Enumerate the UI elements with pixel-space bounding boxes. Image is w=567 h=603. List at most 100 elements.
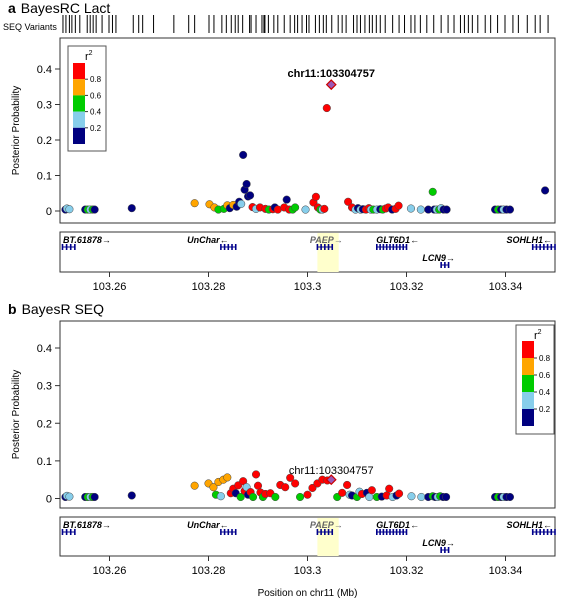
snp-point xyxy=(541,186,550,195)
gene-exon xyxy=(234,244,237,250)
snp-point xyxy=(367,486,376,495)
gene-exon xyxy=(379,244,381,250)
gene-exon xyxy=(543,244,545,250)
snp-point xyxy=(90,205,99,214)
gene-exon xyxy=(327,529,330,535)
gene-exon xyxy=(61,529,64,535)
points-b xyxy=(61,470,515,502)
y-axis-label: Posterior Probability xyxy=(11,86,22,175)
gene-exon xyxy=(376,529,378,535)
gene-arrow: ← xyxy=(220,235,229,245)
gene-exon xyxy=(316,529,319,535)
legend-swatch xyxy=(522,358,534,375)
gene-exon xyxy=(399,244,401,250)
gene-exon xyxy=(539,529,541,535)
gene-exon xyxy=(539,244,541,250)
variant-track-label: SEQ Variants xyxy=(3,22,57,32)
gene-exon xyxy=(65,244,68,250)
x-tick-label: 103.34 xyxy=(489,281,523,293)
gene-name: LCN9 xyxy=(422,538,446,548)
gene-exon xyxy=(223,529,226,535)
gene-name: BT.61878 xyxy=(63,520,102,530)
x-tick-label: 103.32 xyxy=(390,565,424,577)
panel-title-text: BayesR SEQ xyxy=(22,301,105,317)
snp-point xyxy=(442,205,451,214)
legend-swatch xyxy=(73,95,85,112)
gene-exon xyxy=(405,529,408,535)
x-tick-label: 103.28 xyxy=(192,565,226,577)
gene-arrow: → xyxy=(102,520,111,530)
x-axis-a: 103.26 103.28 103.3 103.32 103.34 xyxy=(93,272,523,293)
gene-exon xyxy=(320,529,322,535)
snp-point xyxy=(190,481,199,490)
legend-title-sup: 2 xyxy=(538,329,542,336)
gene-label: LCN9→ xyxy=(422,538,455,548)
snp-point xyxy=(253,481,263,490)
gene-exon xyxy=(220,244,222,250)
gene-exon xyxy=(392,244,395,250)
legend-swatch xyxy=(522,409,534,426)
legend-title-r: r xyxy=(534,330,538,342)
x-axis-b: 103.26 103.28 103.3 103.32 103.34 xyxy=(93,556,522,577)
lead-snp-point xyxy=(325,79,337,91)
snp-point xyxy=(416,205,425,214)
snp-point xyxy=(216,492,225,501)
gene-arrow: → xyxy=(446,253,455,263)
snp-point xyxy=(127,204,136,213)
legend-a: r2 0.8 0.6 0.4 0.2 xyxy=(67,45,107,152)
legend-tick-label: 0.4 xyxy=(539,388,551,397)
gene-label: GLT6D1← xyxy=(376,520,419,530)
gene-exon xyxy=(543,529,545,535)
gene-exon xyxy=(550,529,553,535)
gene-exon xyxy=(546,529,549,535)
legend-title: r2 xyxy=(85,50,93,63)
snp-point xyxy=(395,489,404,498)
gene-highlight xyxy=(317,233,339,272)
snp-point xyxy=(251,470,261,479)
legend-b: r2 0.8 0.6 0.4 0.2 xyxy=(515,324,555,435)
gene-exon xyxy=(61,244,64,250)
gene-label: SOHLH1← xyxy=(506,235,552,245)
gene-exon xyxy=(444,547,446,553)
gene-exon xyxy=(385,244,388,250)
snp-point xyxy=(209,483,218,492)
gene-name: SOHLH1 xyxy=(506,235,543,245)
gene-name: BT.61878 xyxy=(63,235,102,245)
y-tick-label: 0.4 xyxy=(37,343,52,355)
gene-exon xyxy=(227,244,230,250)
gene-name: LCN9 xyxy=(422,253,446,263)
gene-exon xyxy=(331,244,334,250)
gene-arrow: → xyxy=(334,520,343,530)
gene-exon xyxy=(231,244,233,250)
legend-swatch xyxy=(522,375,534,392)
gene-track-a: BT.61878→ UnChar← PAEP→ GLT6D1←LCN9→SOHLH1← xyxy=(59,231,556,273)
x-axis-label: Position on chr11 (Mb) xyxy=(258,588,358,599)
x-tick-label: 103.3 xyxy=(294,565,322,577)
snp-point xyxy=(237,199,246,208)
lead-snp-label: chr11:103304757 xyxy=(289,465,374,477)
lead-snp-label: chr11:103304757 xyxy=(288,68,375,80)
snp-point xyxy=(428,187,437,196)
snp-point xyxy=(286,473,295,482)
legend-swatch xyxy=(522,341,534,358)
legend-tick-label: 0.8 xyxy=(90,75,102,84)
snp-point xyxy=(65,205,74,214)
legend-title-sup: 2 xyxy=(89,50,93,57)
legend-swatch xyxy=(73,111,85,128)
gene-exon xyxy=(65,529,68,535)
gene-exon xyxy=(546,244,549,250)
gene-name: PAEP xyxy=(310,235,335,245)
snp-point xyxy=(301,205,310,214)
gene-label: LCN9→ xyxy=(422,253,455,263)
y-tick-label: 0 xyxy=(46,206,52,218)
snp-point xyxy=(291,203,300,212)
gene-exon xyxy=(231,529,233,535)
points-a xyxy=(61,79,550,214)
gene-exon xyxy=(395,244,398,250)
gene-exon xyxy=(223,244,226,250)
plot-frame xyxy=(59,320,556,509)
snp-point xyxy=(365,492,374,502)
snp-point xyxy=(442,492,451,502)
gene-exon xyxy=(402,244,404,250)
gene-exon xyxy=(554,244,556,250)
